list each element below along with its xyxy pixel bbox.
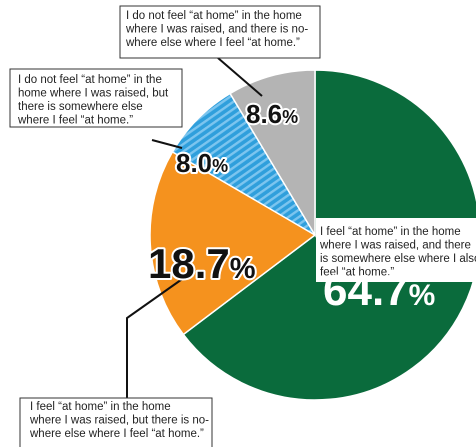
slice-caption-3-line-2: home where I was raised, but — [18, 88, 169, 100]
slice-caption-4-line-1: I do not feel “at home” in the home — [126, 10, 302, 22]
slice-caption-3-line-1: I do not feel “at home” in the — [18, 74, 162, 86]
slice-caption-4-line-3: where else where I feel “at home.” — [125, 37, 300, 49]
slice-value-labels: 64.7% 18.7% 8.0% 8.6% — [146, 97, 435, 315]
pie-slice-2 — [149, 150, 317, 336]
slice-value-label-3: 8.0% — [176, 148, 228, 178]
slice-caption-3-line-3: there is somewhere else — [18, 101, 143, 113]
slice-value-label-2: 18.7% — [148, 240, 256, 287]
leader-line-2 — [126, 269, 196, 398]
caption-box-3 — [9, 68, 183, 128]
slice-value-label-4: 8.6% — [246, 99, 298, 129]
slice-caption-2-line-1: I feel “at home” in the home — [30, 401, 171, 413]
slice-caption-1-line-4: feel “at home.” — [320, 267, 394, 279]
pie-slice-4 — [229, 69, 316, 238]
slice-caption-2-line-3: where else where I feel “at home.” — [29, 428, 204, 440]
caption-box-1 — [316, 218, 476, 282]
slice-caption-1-line-1: I feel “at home” in the home — [320, 226, 461, 238]
slice-value-label-1: 64.7% — [323, 266, 435, 315]
leader-line-4 — [217, 57, 263, 97]
slice-caption-1-line-3: is somewhere else where I also — [320, 253, 476, 265]
slice-captions: I feel “at home” in the home where I was … — [9, 5, 476, 447]
caption-box-4 — [119, 5, 321, 59]
caption-box-2 — [19, 397, 213, 447]
slice-caption-4-line-2: where I was raised, and there is no- — [125, 24, 308, 36]
leader-line-3 — [151, 139, 183, 149]
leader-lines — [126, 57, 263, 398]
slice-caption-2-line-2: where I was raised, but there is no- — [29, 415, 209, 427]
slice-caption-3-line-4: where I feel “at home.” — [17, 115, 133, 127]
slice-caption-1-line-2: where I was raised, and there — [319, 240, 471, 252]
